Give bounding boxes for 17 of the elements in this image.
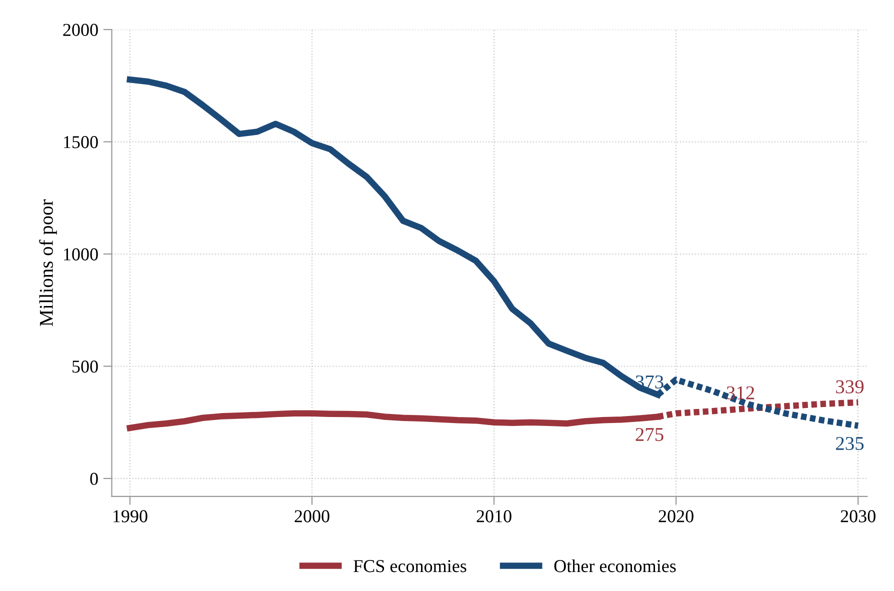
legend-label: Other economies	[554, 559, 676, 572]
y-tick-label: 1000	[64, 248, 98, 260]
y-tick-label: 0	[90, 472, 98, 485]
annotation: 275	[636, 428, 664, 442]
annotation: 235	[836, 436, 864, 450]
y-axis-title: Millions of poor	[39, 199, 57, 326]
y-tick-label: 1500	[64, 136, 98, 148]
x-tick-label: 1990	[113, 510, 148, 522]
y-tick-label: 2000	[63, 24, 98, 36]
y-tick-label: 500	[72, 360, 98, 373]
annotation: 312	[726, 386, 754, 400]
annotation: 339	[836, 380, 864, 394]
x-tick-label: 2020	[658, 510, 694, 522]
x-tick-label: 2030	[840, 510, 876, 522]
legend-label: FCS economies	[354, 560, 466, 572]
x-tick-label: 2010	[476, 510, 512, 522]
x-tick-label: 2000	[294, 510, 330, 522]
